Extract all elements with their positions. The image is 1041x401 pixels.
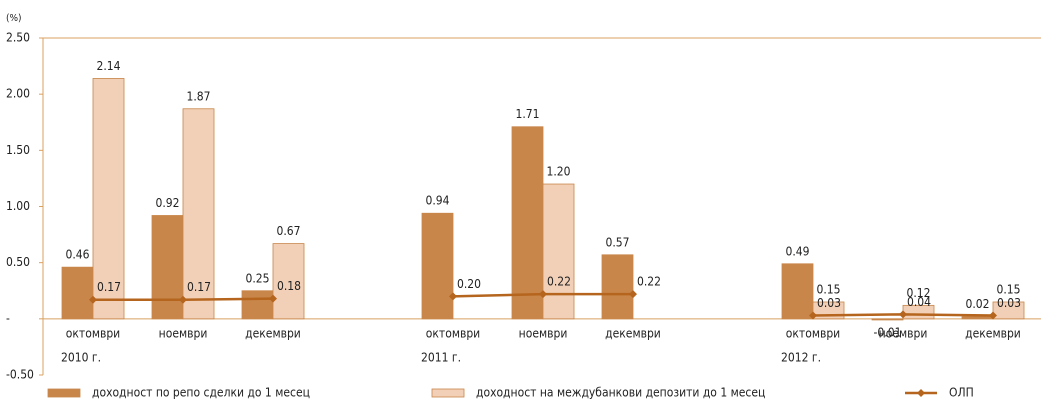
value-label: 0.17 (187, 280, 211, 294)
line-marker (179, 295, 187, 304)
value-label: 0.02 (965, 297, 989, 311)
x-tick-label: декември (965, 326, 1021, 340)
line-marker (539, 290, 547, 299)
y-unit: (%) (6, 13, 22, 24)
x-tick-label: ноември (159, 326, 208, 340)
value-label: 0.17 (97, 280, 121, 294)
line-marker (89, 295, 97, 304)
bar (871, 318, 904, 321)
value-label: 0.67 (276, 224, 300, 238)
value-label: 0.22 (637, 275, 661, 289)
year-label: 2012 г. (781, 350, 821, 364)
y-tick-label: 0.50 (6, 255, 30, 269)
legend-label: доходност на междубанкови депозити до 1 … (476, 386, 765, 400)
value-label: 0.22 (547, 275, 571, 289)
y-tick-label: 2.50 (6, 31, 30, 45)
line-marker (449, 292, 457, 301)
line-marker (899, 310, 907, 319)
bar (961, 316, 994, 320)
x-tick-label: декември (605, 326, 661, 340)
legend-swatch (47, 388, 81, 398)
value-label: 0.94 (425, 194, 449, 208)
year-label: 2011 г. (421, 350, 461, 364)
year-label: 2010 г. (61, 350, 101, 364)
legend-marker (917, 389, 925, 397)
value-label: 0.03 (997, 296, 1021, 310)
bar (421, 212, 454, 320)
x-tick-label: октомври (426, 326, 480, 340)
bar (151, 215, 184, 320)
x-tick-label: ноември (879, 326, 928, 340)
value-label: 0.25 (245, 271, 269, 285)
value-label: 0.20 (457, 277, 481, 291)
bar (182, 108, 215, 320)
value-label: 1.20 (546, 165, 570, 179)
legend-label: ОЛП (949, 386, 974, 400)
y-tick-label: 1.00 (6, 199, 30, 213)
value-label: -0.01 (874, 325, 902, 339)
value-label: 0.57 (605, 235, 629, 249)
value-label: 0.15 (816, 282, 840, 296)
bar (511, 126, 544, 320)
bar (272, 243, 305, 320)
value-label: 0.46 (65, 248, 89, 262)
value-label: 1.87 (186, 89, 210, 103)
value-label: 0.18 (277, 279, 301, 293)
bar (241, 290, 274, 320)
bar (992, 301, 1025, 320)
y-tick-label: 2.00 (6, 87, 30, 101)
value-label: 0.92 (155, 196, 179, 210)
y-tick-label: -0.50 (6, 368, 34, 382)
line-marker (269, 294, 277, 303)
value-label: 2.14 (96, 59, 120, 73)
x-tick-label: октомври (786, 326, 840, 340)
bar (61, 266, 94, 320)
x-tick-label: октомври (66, 326, 120, 340)
x-tick-label: ноември (519, 326, 568, 340)
value-label: 1.71 (515, 107, 539, 121)
value-label: 0.03 (817, 296, 841, 310)
line-marker (629, 290, 637, 299)
line-marker (989, 311, 997, 320)
bar (601, 254, 634, 320)
value-label: 0.15 (996, 282, 1020, 296)
bar (92, 78, 125, 320)
value-label: 0.49 (785, 244, 809, 258)
y-tick-label: 1.50 (6, 143, 30, 157)
legend-label: доходност по репо сделки до 1 месец (92, 386, 310, 400)
bar (781, 263, 814, 320)
line-marker (809, 311, 817, 320)
legend-swatch (431, 388, 465, 398)
value-label: 0.12 (906, 286, 930, 300)
value-label: 0.04 (907, 295, 931, 309)
x-tick-label: декември (245, 326, 301, 340)
y-tick-label: - (6, 311, 10, 325)
bar (542, 183, 575, 320)
